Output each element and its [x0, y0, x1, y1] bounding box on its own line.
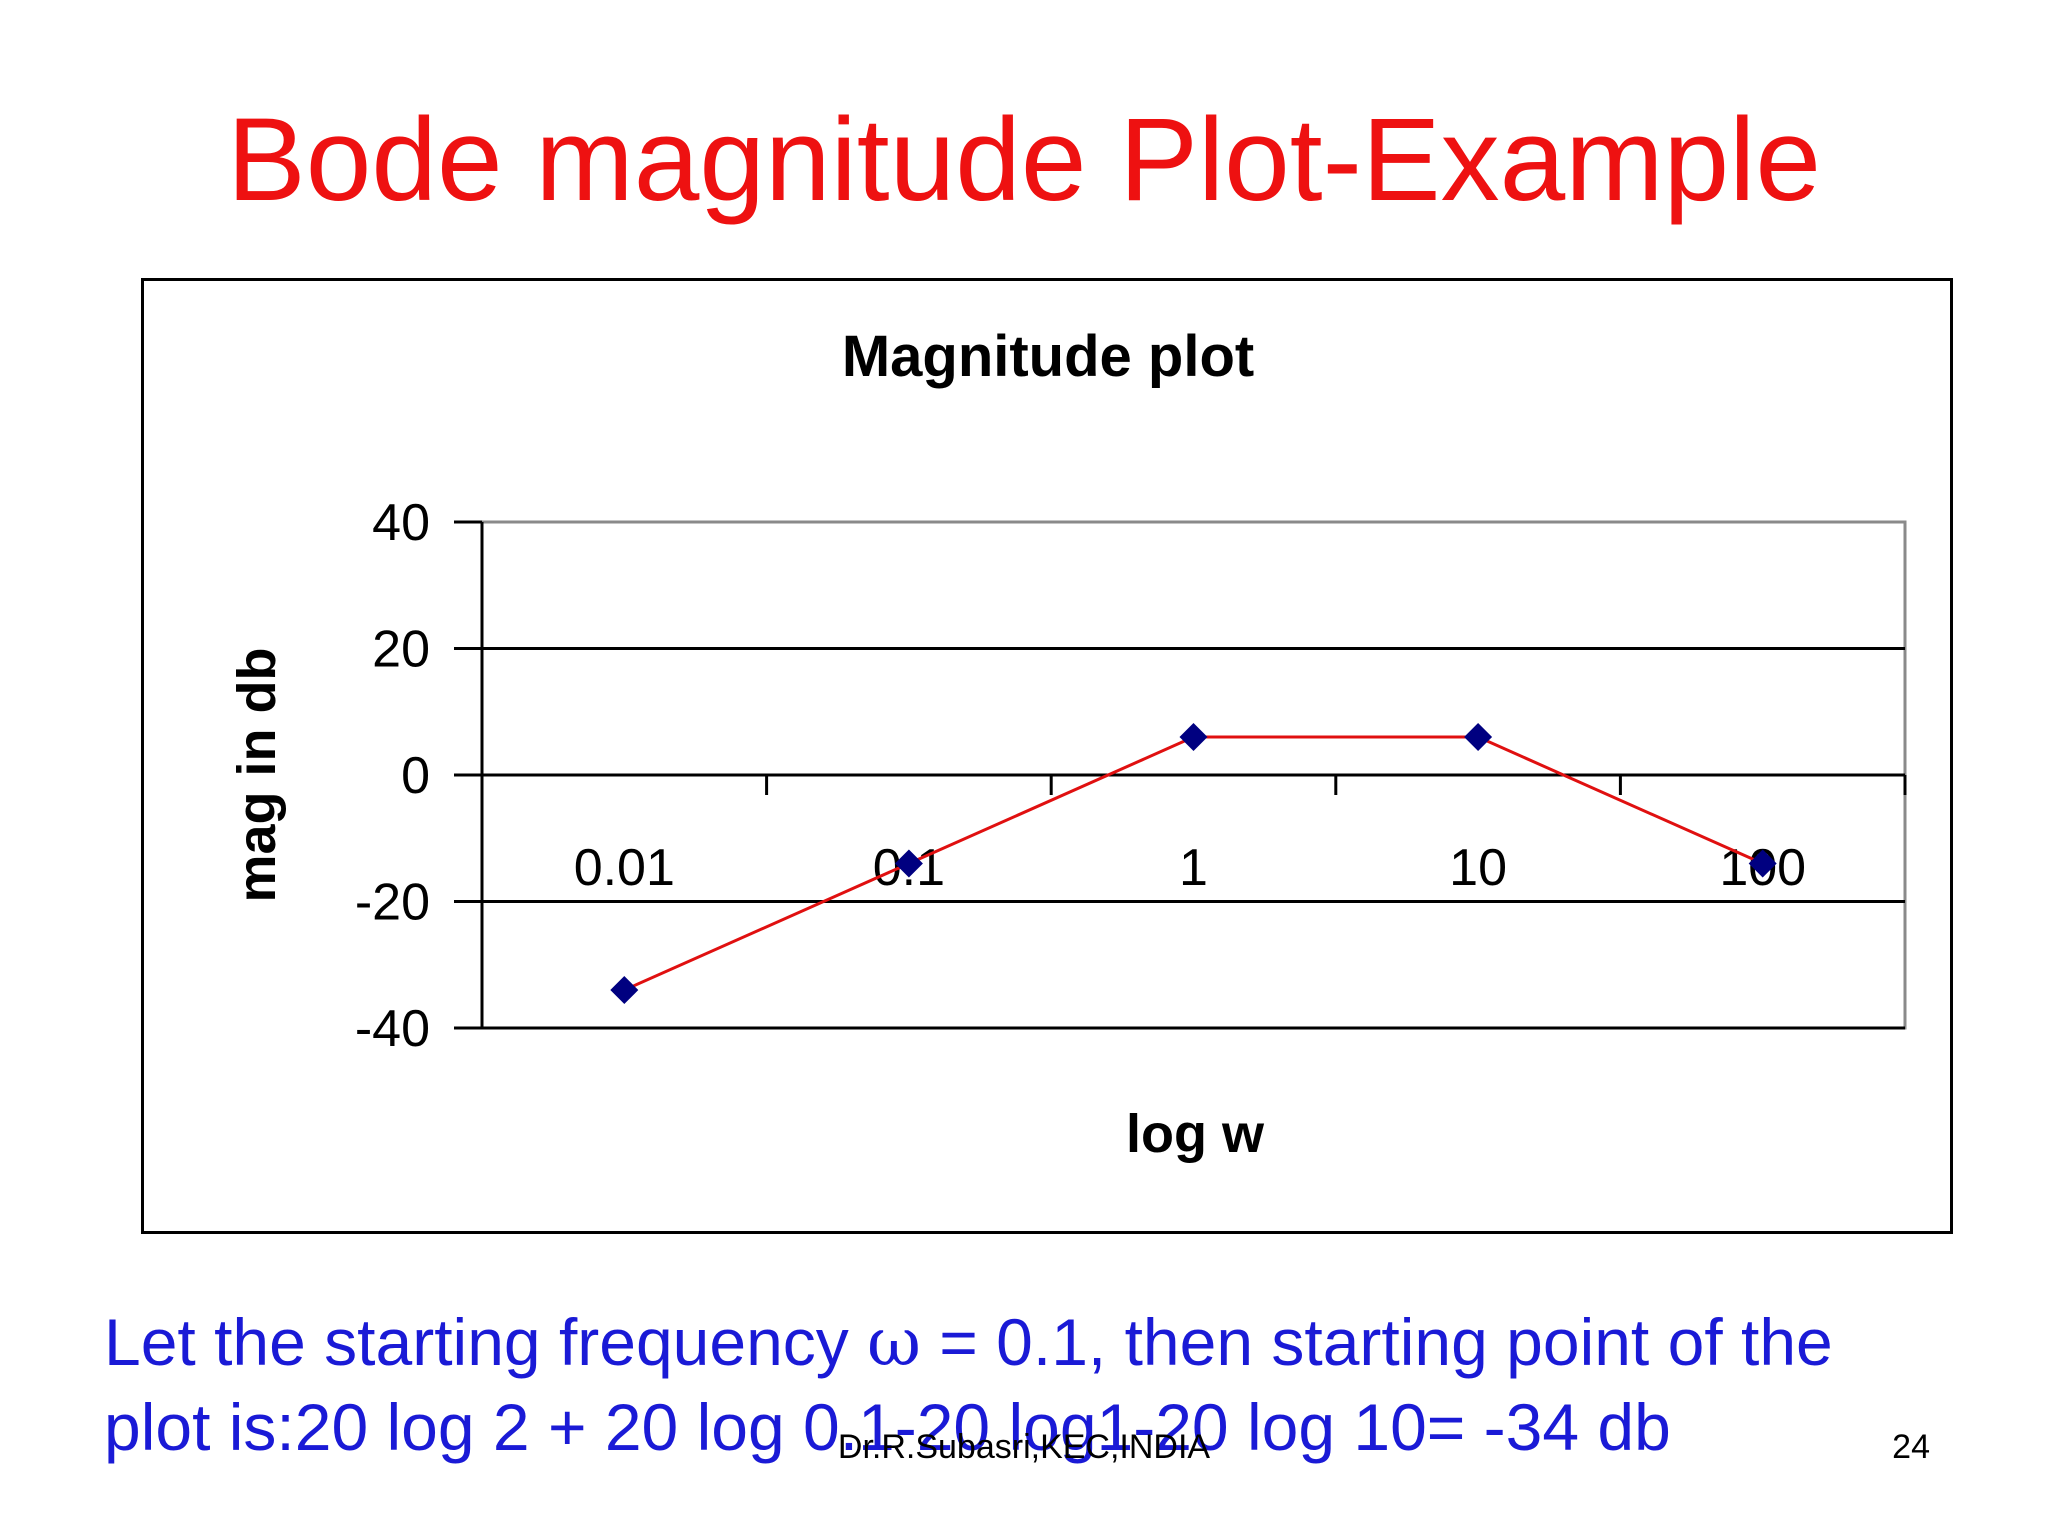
caption: Let the starting frequency ω = 0.1, then… — [104, 1300, 1984, 1469]
footer-author: Dr.R.Subasri,KEC,INDIA — [837, 1428, 1211, 1466]
omega-symbol: ω — [867, 1304, 921, 1381]
data-point — [894, 849, 923, 878]
caption-line-1-suffix: = 0.1, then starting point of the — [920, 1305, 1833, 1379]
y-tick-label: 20 — [372, 621, 430, 679]
data-point — [1464, 723, 1493, 752]
y-tick-label: 0 — [401, 747, 430, 805]
x-axis-title: log w — [1126, 1104, 1265, 1164]
x-tick-label: 1 — [1179, 839, 1208, 897]
slide-title: Bode magnitude Plot-Example — [227, 94, 1821, 226]
y-tick-label: 40 — [372, 494, 430, 552]
x-tick-label: 0.01 — [574, 839, 675, 897]
chart-frame — [141, 278, 1953, 1234]
page-number: 24 — [1892, 1428, 1930, 1466]
data-point — [610, 976, 639, 1005]
x-tick-label: 10 — [1449, 839, 1507, 897]
y-tick-label: -40 — [355, 1000, 430, 1058]
caption-line-1: Let the starting frequency ω = 0.1, then… — [104, 1300, 1984, 1385]
caption-line-1-prefix: Let the starting frequency — [104, 1305, 868, 1379]
data-point — [1748, 849, 1777, 878]
caption-line-2: plot is:20 log 2 + 20 log 0.1-20 log1-20… — [104, 1390, 1671, 1464]
chart-title: Magnitude plot — [842, 324, 1254, 389]
data-point — [1179, 723, 1208, 752]
y-tick-label: -20 — [355, 874, 430, 932]
y-axis-title: mag in db — [227, 648, 287, 903]
